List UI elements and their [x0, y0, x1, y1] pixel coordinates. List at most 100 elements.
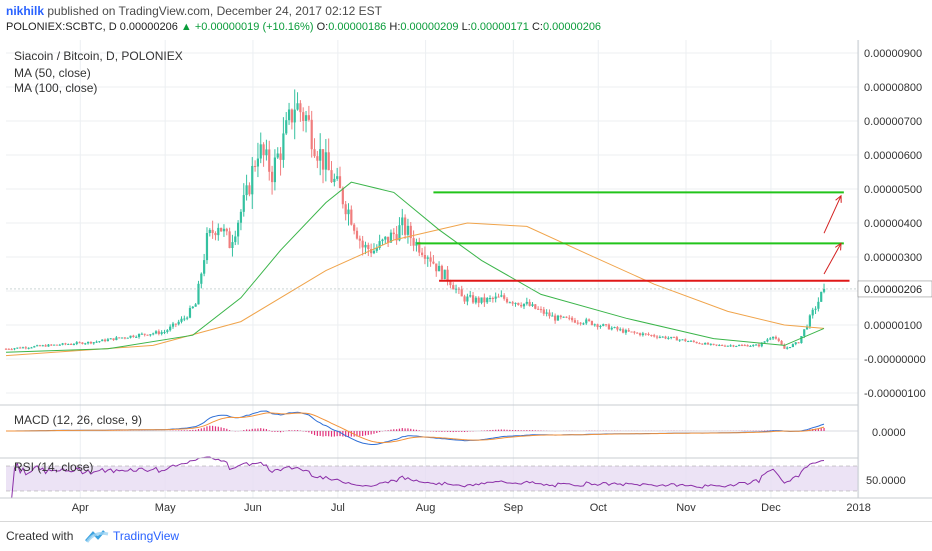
candle-body [112, 338, 115, 341]
candle-body [613, 327, 616, 329]
candle-body [361, 240, 364, 248]
rsi-band [6, 466, 858, 491]
candle-body [511, 302, 514, 304]
candle-body [341, 188, 344, 205]
candle-body [228, 231, 231, 249]
low-value: 0.00000171 [470, 21, 529, 33]
ma50-legend: MA (50, close) [14, 66, 91, 80]
tradingview-brand-link[interactable]: TradingView [113, 529, 180, 543]
candle-body [729, 345, 732, 347]
candle-body [709, 343, 712, 345]
candle-body [404, 217, 407, 235]
y-tick-label: 0.00000500 [864, 184, 922, 196]
price-pane[interactable] [4, 89, 858, 357]
candle-body [491, 298, 494, 300]
candle-body [157, 331, 160, 334]
x-tick-label: Jul [331, 502, 345, 514]
candle-body [103, 339, 107, 342]
candle-body [446, 269, 449, 282]
candle-body [92, 342, 95, 344]
candle-body [355, 230, 359, 239]
candle-body [443, 269, 446, 280]
candle-body [327, 152, 330, 171]
candle-body [537, 308, 540, 310]
candle-body [780, 340, 783, 345]
candle-body [817, 301, 820, 309]
candle-body [27, 347, 30, 349]
price-change: +0.00000019 (+10.16%) [194, 21, 314, 33]
candle-body [120, 337, 124, 339]
candle-body [38, 345, 42, 347]
candle-body [72, 344, 76, 346]
tradingview-logo-icon[interactable] [84, 528, 110, 544]
author-link[interactable]: nikhilk [6, 4, 45, 18]
candle-body [607, 324, 611, 330]
candle-body [384, 236, 387, 240]
candle-body [358, 238, 361, 241]
candle-body [36, 345, 39, 347]
candle-body [715, 344, 718, 346]
candle-body [13, 348, 16, 350]
candle-body [310, 119, 313, 150]
candle-body [296, 103, 299, 110]
trading-chart[interactable]: Apr May Jun Jul Aug Sep Oct Nov Dec 2018 0.0000090… [0, 40, 932, 521]
candle-body [290, 109, 293, 123]
candle-body [701, 343, 704, 345]
candle-body [653, 335, 656, 337]
candle-body [81, 342, 84, 344]
candle-body [387, 236, 390, 243]
macd-pane[interactable] [6, 410, 858, 445]
candle-body [571, 317, 574, 321]
candle-body [805, 326, 809, 330]
candle-body [177, 321, 180, 325]
candle-body [378, 241, 381, 248]
candle-body [480, 297, 483, 303]
footer: Created with TradingView [0, 521, 932, 551]
candle-body [774, 336, 778, 339]
target-arrow [823, 243, 842, 275]
candle-body [44, 345, 47, 347]
candle-body [505, 298, 509, 303]
candle-body [353, 224, 356, 231]
candle-body [4, 348, 8, 350]
candle-body [197, 283, 200, 305]
candle-body [565, 316, 568, 318]
x-tick-label: May [155, 502, 176, 514]
candle-body [149, 334, 152, 336]
candle-body [429, 257, 432, 262]
candle-body [562, 316, 565, 318]
candle-body [53, 344, 56, 346]
y-tick-label: 0.00000100 [864, 320, 922, 332]
candle-body [251, 165, 254, 195]
candle-body [534, 304, 537, 309]
candle-body [732, 345, 735, 347]
candle-body [146, 334, 149, 336]
candle-body [811, 309, 814, 316]
candle-body [186, 317, 189, 319]
candle-body [752, 344, 755, 346]
candle-body [704, 342, 707, 345]
candle-body [163, 331, 166, 333]
created-with-label: Created with [6, 529, 74, 543]
high-label: H: [389, 21, 401, 33]
candle-body [469, 295, 472, 297]
rsi-pane[interactable] [6, 456, 858, 499]
chart-title: Siacoin / Bitcoin, D, POLONIEX [14, 49, 183, 63]
candle-body [542, 309, 545, 314]
candle-body [242, 195, 245, 212]
candle-body [154, 331, 158, 334]
candle-body [721, 345, 724, 347]
candle-body [364, 244, 367, 248]
candle-body [706, 342, 710, 345]
candle-body [58, 344, 61, 346]
candle-body [245, 185, 248, 196]
candle-body [610, 327, 613, 330]
x-tick-label: Oct [590, 502, 607, 514]
candle-body [324, 152, 327, 170]
candle-body [658, 336, 661, 338]
candle-body [777, 338, 780, 341]
candle-body [672, 336, 676, 338]
candle-body [285, 120, 288, 134]
candle-body [602, 324, 605, 326]
candle-body [517, 302, 520, 305]
